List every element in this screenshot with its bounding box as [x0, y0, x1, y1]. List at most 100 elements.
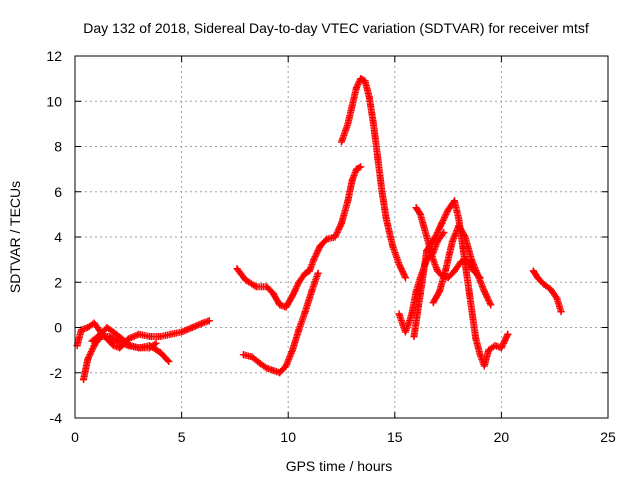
- data-point: [361, 77, 369, 85]
- data-point: [423, 233, 431, 241]
- data-point: [178, 328, 186, 336]
- data-point: [146, 333, 154, 341]
- data-point: [306, 267, 314, 275]
- data-point: [316, 242, 324, 250]
- x-tick-label: 5: [178, 429, 186, 445]
- series-track-1: [73, 317, 213, 352]
- data-point: [338, 138, 345, 146]
- y-tick-label: 0: [54, 320, 62, 336]
- data-point: [109, 342, 117, 350]
- data-point: [534, 274, 542, 282]
- data-point: [529, 267, 537, 275]
- data-point: [256, 360, 264, 368]
- data-point: [553, 294, 561, 302]
- data-point: [389, 242, 397, 250]
- series-track-4: [233, 163, 365, 311]
- data-point: [344, 197, 352, 205]
- data-point: [295, 326, 303, 334]
- data-point: [465, 290, 473, 298]
- data-point: [429, 299, 437, 307]
- data-point: [331, 233, 339, 241]
- data-point: [395, 310, 403, 318]
- data-point: [348, 102, 356, 110]
- data-point: [546, 285, 554, 293]
- data-point: [263, 283, 271, 291]
- x-tick-label: 0: [71, 429, 79, 445]
- data-point: [77, 326, 85, 334]
- data-point: [263, 364, 271, 372]
- data-point: [276, 369, 284, 377]
- data-point: [438, 219, 446, 227]
- y-tick-label: 12: [46, 48, 62, 64]
- data-point: [365, 93, 373, 101]
- y-tick-label: 10: [46, 93, 62, 109]
- data-point: [288, 346, 296, 354]
- data-point: [233, 265, 241, 273]
- data-point: [188, 324, 196, 331]
- data-point: [310, 256, 318, 264]
- data-point: [410, 333, 418, 341]
- data-point: [461, 233, 469, 241]
- data-point: [84, 324, 92, 331]
- data-series: [73, 75, 565, 384]
- data-point: [242, 276, 250, 284]
- data-point: [382, 215, 390, 223]
- y-tick-label: -2: [50, 365, 63, 381]
- data-point: [468, 256, 476, 264]
- data-point: [323, 235, 331, 243]
- data-point: [269, 366, 277, 374]
- data-point: [429, 256, 437, 264]
- data-point: [557, 308, 565, 316]
- data-point: [97, 330, 105, 338]
- data-point: [80, 376, 88, 384]
- data-point: [301, 269, 309, 277]
- data-point: [105, 333, 113, 341]
- data-point: [146, 344, 154, 352]
- data-point: [472, 335, 480, 343]
- data-point: [156, 348, 164, 356]
- data-point: [109, 328, 117, 336]
- y-tick-label: -4: [50, 410, 63, 426]
- x-tick-label: 15: [387, 429, 403, 445]
- data-point: [401, 274, 409, 282]
- data-point: [357, 163, 365, 171]
- data-point: [116, 344, 124, 352]
- series-track-6: [338, 75, 409, 282]
- data-point: [167, 330, 175, 338]
- data-point: [301, 308, 309, 316]
- data-point: [90, 342, 98, 350]
- data-point: [118, 335, 126, 343]
- data-point: [352, 84, 360, 92]
- data-point: [491, 342, 499, 350]
- data-point: [314, 269, 322, 277]
- data-point: [199, 319, 207, 327]
- data-point: [474, 271, 482, 279]
- data-point: [395, 260, 403, 268]
- data-point: [457, 258, 465, 266]
- data-point: [540, 281, 548, 289]
- data-point: [205, 317, 213, 325]
- series-track-11: [529, 267, 565, 316]
- grid: [75, 56, 608, 418]
- data-point: [308, 287, 316, 295]
- data-point: [455, 222, 463, 230]
- data-point: [295, 278, 303, 286]
- data-point: [416, 210, 424, 218]
- y-axis-label: SDTVAR / TECUs: [7, 181, 23, 293]
- data-point: [252, 283, 260, 291]
- data-point: [436, 287, 444, 295]
- data-point: [378, 188, 386, 196]
- data-point: [455, 215, 463, 223]
- y-tick-label: 6: [54, 184, 62, 200]
- data-point: [433, 267, 441, 275]
- data-point: [374, 154, 382, 162]
- series-track-10: [429, 222, 495, 309]
- data-point: [497, 344, 505, 352]
- y-tick-label: 4: [54, 229, 62, 245]
- data-point: [401, 328, 409, 336]
- data-point: [84, 355, 92, 363]
- x-tick-label: 20: [494, 429, 510, 445]
- data-point: [450, 267, 458, 275]
- data-point: [412, 287, 420, 295]
